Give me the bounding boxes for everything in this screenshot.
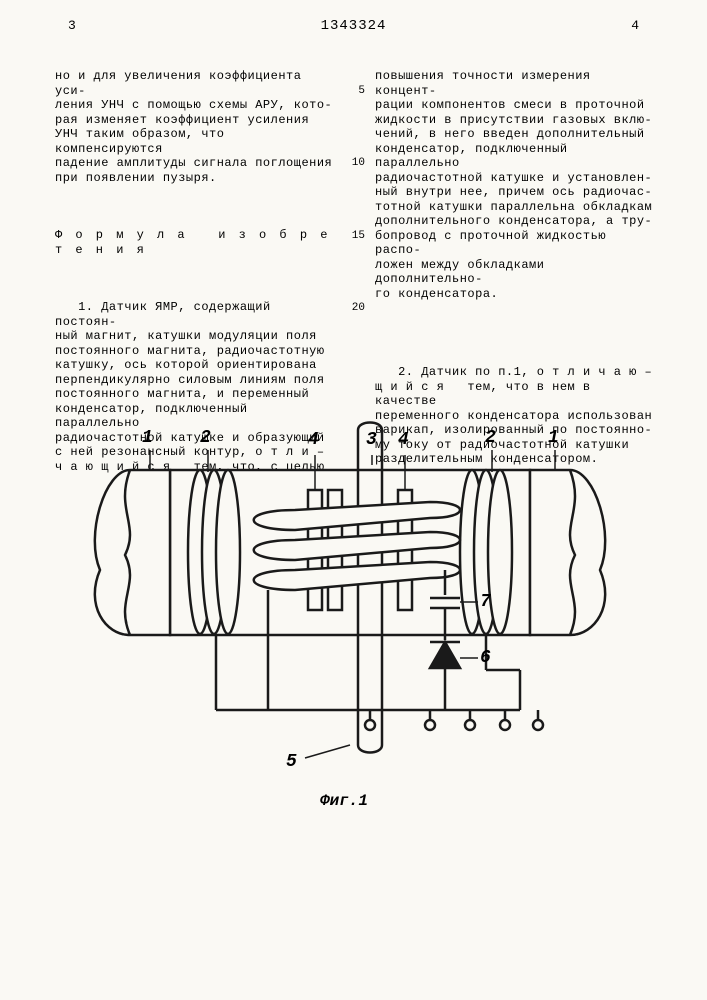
figure-label-2: 2 [200, 428, 211, 448]
line-marker: 20 [345, 301, 365, 316]
figure-label-3: 3 [366, 430, 377, 450]
figure-label-6: 6 [480, 648, 491, 668]
line-marker: 15 [345, 229, 365, 244]
paragraph: повышения точности измерения концент- ра… [375, 69, 657, 301]
figure-label-7: 7 [480, 592, 491, 612]
line-marker: 10 [345, 156, 365, 171]
figure-label-4: 4 [308, 430, 319, 450]
figure-1: 1 2 4 4 3 2 1 7 6 5 Фиг.1 [90, 410, 610, 810]
page-number-right: 4 [631, 18, 639, 33]
line-number-gutter: 5 10 15 20 [345, 40, 365, 316]
figure-label-1: 1 [142, 428, 153, 448]
figure-label-4b: 4 [398, 430, 409, 450]
figure-label-5: 5 [286, 752, 297, 772]
paragraph: но и для увеличения коэффициента уси- ле… [55, 69, 337, 185]
document-number: 1343324 [321, 18, 387, 34]
figure-label-1b: 1 [548, 428, 559, 448]
page-number-left: 3 [68, 18, 76, 33]
page: 3 1343324 4 5 10 15 20 но и для увеличен… [0, 0, 707, 1000]
schematic-svg [90, 410, 610, 780]
formula-heading: Ф о р м у л а и з о б р е т е н и я [55, 228, 337, 257]
line-marker: 5 [345, 84, 365, 99]
figure-label-2b: 2 [485, 428, 496, 448]
figure-caption: Фиг.1 [320, 792, 368, 810]
